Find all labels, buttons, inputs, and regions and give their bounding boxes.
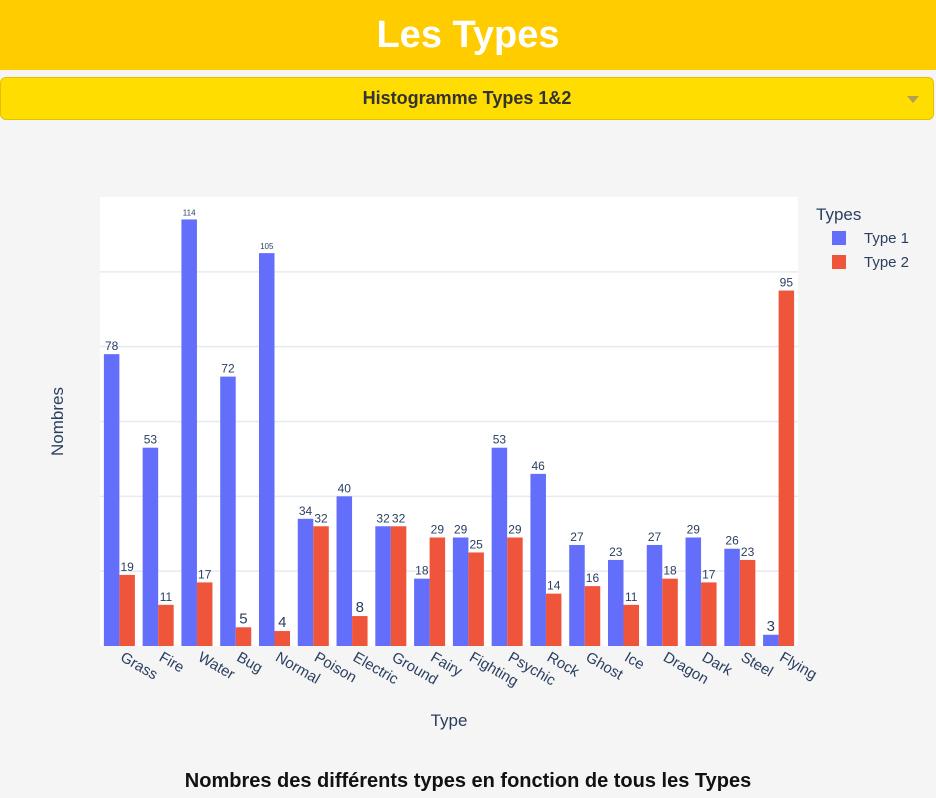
page-title: Les Types xyxy=(376,13,560,56)
bar-type1-psychic[interactable] xyxy=(491,447,508,646)
bar-chart: 7819Grass5311Fire11417Water725Bug1054Nor… xyxy=(48,197,909,730)
bar-type1-normal[interactable] xyxy=(258,253,275,646)
bar-type2-ice[interactable] xyxy=(623,604,640,646)
y-axis-title: Nombres xyxy=(48,387,67,456)
data-label: 27 xyxy=(648,530,662,544)
data-label: 19 xyxy=(120,560,134,574)
bar-type2-psychic[interactable] xyxy=(507,537,523,646)
x-tick-label: Ghost xyxy=(583,649,627,684)
legend-swatch-type2[interactable] xyxy=(832,255,846,269)
bar-type2-poison[interactable] xyxy=(313,526,329,646)
bar-type1-poison[interactable] xyxy=(297,518,314,646)
x-tick-label: Bug xyxy=(234,649,266,677)
bar-type1-ground[interactable] xyxy=(375,526,391,646)
data-label: 34 xyxy=(299,504,313,518)
bar-type1-ice[interactable] xyxy=(607,559,624,646)
x-tick-label: Flying xyxy=(777,649,820,684)
bar-type1-rock[interactable] xyxy=(530,473,546,646)
data-label: 72 xyxy=(221,362,235,376)
legend-title: Types xyxy=(816,205,861,224)
bar-type2-water[interactable] xyxy=(196,582,213,646)
data-label: 18 xyxy=(663,564,677,578)
bar-type2-ghost[interactable] xyxy=(584,586,601,646)
legend-swatch-type1[interactable] xyxy=(832,231,846,245)
bar-type2-steel[interactable] xyxy=(739,559,756,646)
data-label: 17 xyxy=(198,567,212,581)
bar-type2-fire[interactable] xyxy=(158,604,174,646)
bar-type1-steel[interactable] xyxy=(724,548,740,646)
data-label: 17 xyxy=(702,567,716,581)
data-label: 53 xyxy=(493,433,507,447)
bar-type1-fairy[interactable] xyxy=(414,578,430,646)
bar-type2-normal[interactable] xyxy=(274,631,291,646)
data-label: 32 xyxy=(376,511,390,525)
data-label: 11 xyxy=(160,590,173,604)
data-label: 27 xyxy=(570,530,584,544)
bar-type2-electric[interactable] xyxy=(352,616,368,646)
data-label: 29 xyxy=(687,522,701,536)
data-label: 26 xyxy=(725,534,739,548)
data-label: 18 xyxy=(415,564,429,578)
legend-label[interactable]: Type 2 xyxy=(864,254,909,271)
bar-type1-dark[interactable] xyxy=(685,537,702,646)
data-label: 4 xyxy=(278,614,286,631)
bar-type2-ground[interactable] xyxy=(390,526,407,646)
data-label: 14 xyxy=(547,579,561,593)
data-label: 5 xyxy=(239,610,247,627)
bar-type2-dark[interactable] xyxy=(701,582,717,646)
data-label: 105 xyxy=(260,242,274,251)
bar-type1-fire[interactable] xyxy=(142,447,159,646)
bar-type1-grass[interactable] xyxy=(103,354,120,646)
x-tick-label: Ice xyxy=(622,649,648,674)
data-label: 29 xyxy=(454,522,468,536)
data-label: 23 xyxy=(609,545,623,559)
data-label: 29 xyxy=(508,522,522,536)
x-tick-label: Water xyxy=(195,649,238,683)
x-tick-label: Steel xyxy=(738,649,776,681)
chart-caption: Nombres des différents types en fonction… xyxy=(184,770,752,792)
data-label: 40 xyxy=(338,481,352,495)
x-tick-label: Fire xyxy=(156,649,187,677)
bar-type1-fighting[interactable] xyxy=(452,537,469,646)
dropdown-selected-value: Histogramme Types 1&2 xyxy=(362,88,572,108)
data-label: 32 xyxy=(314,511,328,525)
x-tick-label: Grass xyxy=(117,649,160,684)
bar-type1-dragon[interactable] xyxy=(646,544,663,646)
data-label: 46 xyxy=(532,459,546,473)
data-label: 11 xyxy=(625,590,638,604)
bar-type2-fighting[interactable] xyxy=(468,552,484,646)
data-label: 8 xyxy=(356,599,364,616)
bar-type1-electric[interactable] xyxy=(336,496,353,646)
data-label: 53 xyxy=(144,433,158,447)
data-label: 25 xyxy=(469,537,483,551)
x-tick-label: Poison xyxy=(311,649,359,687)
bar-type2-dragon[interactable] xyxy=(662,578,678,646)
data-label: 16 xyxy=(586,571,600,585)
bar-type2-bug[interactable] xyxy=(235,627,252,646)
legend-label[interactable]: Type 1 xyxy=(864,230,909,247)
data-label: 114 xyxy=(183,208,196,217)
data-label: 32 xyxy=(392,511,406,525)
chevron-down-icon[interactable] xyxy=(907,96,919,103)
x-axis-title: Type xyxy=(431,711,468,730)
bar-type1-flying[interactable] xyxy=(763,634,779,646)
data-label: 95 xyxy=(780,276,794,290)
chart-type-dropdown[interactable]: Histogramme Types 1&2 xyxy=(0,77,934,120)
bar-type1-bug[interactable] xyxy=(220,376,236,646)
data-label: 23 xyxy=(741,545,755,559)
bar-type2-fairy[interactable] xyxy=(429,537,446,646)
data-label: 29 xyxy=(431,522,445,536)
bar-type2-flying[interactable] xyxy=(778,290,795,646)
bar-type2-rock[interactable] xyxy=(545,593,562,646)
data-label: 3 xyxy=(767,618,775,635)
bar-type1-ghost[interactable] xyxy=(569,544,585,646)
bar-type2-grass[interactable] xyxy=(119,574,135,646)
data-label: 78 xyxy=(105,339,119,353)
bar-type1-water[interactable] xyxy=(181,219,197,646)
page-header: Les Types xyxy=(0,0,936,70)
